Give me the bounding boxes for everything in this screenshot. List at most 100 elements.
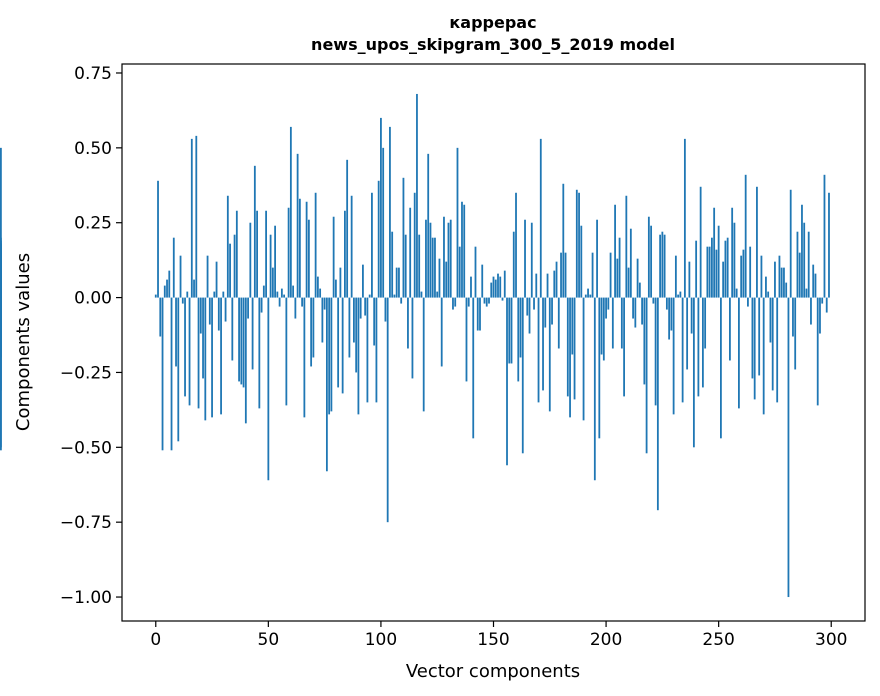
bar (724, 240, 727, 298)
bar (805, 288, 808, 298)
bar (292, 285, 295, 298)
bar (812, 264, 815, 298)
bar (305, 201, 308, 298)
bar (199, 297, 202, 334)
bar (303, 297, 306, 418)
bar (269, 234, 272, 298)
bar (744, 174, 747, 298)
bar (517, 297, 520, 382)
bar (474, 246, 477, 298)
bar (765, 276, 767, 298)
bar (756, 186, 758, 298)
bar (602, 297, 605, 361)
bar (769, 297, 772, 343)
bar (440, 297, 443, 367)
bar (312, 297, 315, 358)
bar (578, 192, 580, 298)
bar (280, 288, 283, 298)
bar (215, 261, 218, 298)
bar (801, 204, 803, 298)
bar (524, 219, 526, 298)
bar (492, 276, 495, 298)
bar (641, 297, 643, 325)
bar (436, 291, 439, 298)
bar (224, 297, 227, 322)
bar (690, 297, 693, 334)
bar (542, 297, 544, 391)
bar (593, 297, 596, 481)
bar (314, 192, 317, 298)
bar (704, 297, 707, 349)
bar (202, 297, 204, 379)
y-tick-label: 0.50 (74, 139, 112, 159)
bar (650, 225, 653, 298)
bar (706, 246, 709, 298)
bar (323, 297, 326, 310)
bar (0, 243, 2, 298)
bar (539, 138, 542, 298)
bar (762, 297, 765, 415)
bar (566, 297, 569, 397)
bar (629, 228, 632, 298)
bar (366, 297, 369, 403)
bar (472, 297, 475, 439)
bar (416, 93, 418, 298)
bar (242, 297, 245, 388)
bar (229, 243, 231, 298)
bar (157, 180, 159, 298)
bar (564, 252, 567, 298)
bar (353, 297, 355, 343)
bar (573, 297, 576, 400)
bar (620, 297, 623, 349)
bar (411, 297, 414, 379)
bar (638, 282, 641, 298)
bar (159, 297, 162, 337)
bar (605, 297, 607, 319)
x-tick-label: 200 (590, 630, 622, 650)
bar (226, 195, 229, 298)
bar (434, 237, 436, 298)
bar (742, 249, 745, 298)
bar (686, 297, 689, 370)
bar (526, 297, 529, 316)
bar (429, 222, 432, 298)
bar (758, 297, 761, 376)
bar (733, 222, 736, 298)
bar (438, 258, 441, 298)
x-tick-label: 50 (258, 630, 280, 650)
bar (341, 297, 344, 394)
bar (584, 294, 587, 298)
bar (413, 192, 416, 298)
bar (267, 297, 270, 481)
bar (699, 186, 702, 298)
y-tick-label: 0.75 (74, 64, 112, 84)
bar (825, 297, 828, 313)
bar (244, 297, 247, 424)
bar (821, 297, 824, 304)
bar (560, 252, 562, 298)
x-tick-label: 300 (815, 630, 847, 650)
bar (445, 261, 448, 298)
bar (449, 219, 452, 298)
bar (783, 267, 785, 298)
bar (785, 282, 788, 298)
y-tick-label: −1.00 (60, 588, 112, 608)
bar (652, 297, 655, 304)
x-tick-label: 150 (477, 630, 509, 650)
bar (166, 279, 168, 298)
bar (168, 270, 171, 298)
bar (508, 297, 511, 364)
bar (247, 297, 249, 319)
bar (663, 234, 666, 298)
bar (740, 255, 743, 298)
bar (533, 297, 535, 310)
bar (344, 210, 346, 298)
bar (163, 285, 166, 298)
bar (562, 183, 565, 298)
bar (670, 297, 673, 331)
bar (591, 252, 594, 298)
bar (796, 231, 799, 298)
bar (391, 231, 394, 298)
bar (425, 219, 427, 298)
